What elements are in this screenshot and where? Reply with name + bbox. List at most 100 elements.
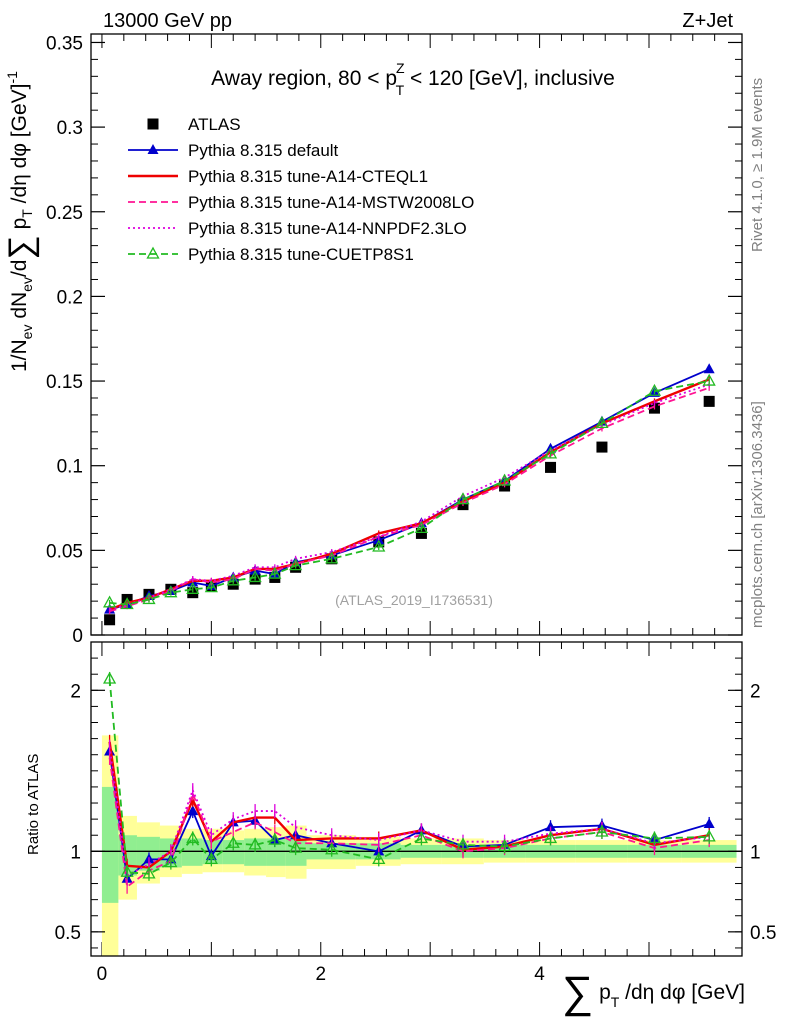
main-point [103,595,117,608]
main-point [545,461,557,473]
ratio-point [248,837,262,850]
ratio-point [204,852,218,865]
main-point [226,573,240,586]
main-point [595,416,609,429]
ratio-y-axis-title: Ratio to ATLAS [25,754,42,855]
main-y-tick-label: 0.3 [57,118,83,139]
main-y-tick-label: 0.35 [46,33,83,54]
legend-item: Pythia 8.315 tune-A14-NNPDF2.3LO [128,219,467,238]
main-series-line [109,368,710,611]
legend-item: Pythia 8.315 default [128,141,339,160]
legend: ATLAS Pythia 8.315 default Pythia 8.315 tu… [128,115,474,264]
legend-item: ATLAS [147,115,241,134]
ratio-y-tick-label: 2 [70,681,81,702]
ratio-y-tick-label-right: 0.5 [750,923,776,944]
ratio-green-band [266,838,286,866]
main-series-line [109,383,710,611]
analysis-watermark: (ATLAS_2019_I1736531) [335,592,493,608]
ratio-point [103,671,117,684]
main-y-axis-title: 1/Nev dNev/d∑ pT /dη dφ [GeV]-1 [2,71,40,372]
rivet-version-label: Rivet 4.1.0, ≥ 1.9M events [749,78,766,252]
main-point [268,566,282,579]
ratio-point [186,831,200,844]
main-point [325,551,339,564]
main-point [186,581,200,594]
legend-label: Pythia 8.315 default [188,141,339,160]
ratio-point [187,805,199,816]
ratio-point [120,864,134,877]
ratio-point [372,852,386,865]
main-y-tick-label: 0.2 [57,287,83,308]
main-point [647,383,662,396]
ratio-y-tick-label: 1 [70,842,81,863]
ratio-point [142,866,156,879]
main-point [204,580,218,593]
ratio-y-tick-label-right: 1 [750,842,761,863]
ratio-point [456,837,470,850]
main-y-tick-label: 0.25 [46,203,83,224]
ratio-point [497,839,512,852]
main-point [596,441,608,453]
ratio-y-tick-label: 0.5 [55,923,81,944]
ratio-point [595,824,609,837]
main-series-pythia-8-315-default [104,363,715,614]
process-label: Z+Jet [682,10,733,32]
main-point [248,570,262,583]
main-point [372,539,386,552]
legend-item: Pythia 8.315 tune-CUETP8S1 [128,245,414,264]
main-series-pythia-8-315-tune-cuetp8s1 [103,373,716,610]
main-point [497,473,512,486]
x-tick-label: 2 [315,964,326,985]
main-point [543,446,558,459]
ratio-point [543,831,558,844]
ratio-point [164,855,178,868]
main-point [703,395,715,407]
ratio-point [414,831,429,844]
main-point [703,363,715,374]
ratio-y-tick-label-right: 2 [750,681,761,702]
ratio-point [703,817,715,828]
ratio-green-band [101,786,119,903]
ratio-point [545,821,557,832]
main-plot-title: Away region, 80 < pZ T < 120 [GeV], inclu… [211,60,615,98]
legend-marker [147,144,159,154]
x-tick-label: 4 [534,964,545,985]
main-y-tick-label: 0.1 [57,457,83,478]
main-point [456,492,470,505]
ratio-point [325,842,339,855]
ratio-point [268,832,282,845]
main-series-line [109,380,710,606]
legend-marker [146,246,160,259]
ratio-frame [90,641,743,957]
mcplots-label: mcplots.cern.ch [arXiv:1306.3436] [749,401,766,628]
main-y-tick-label: 0 [72,626,83,647]
main-series-line [109,378,710,611]
main-series-line [109,386,710,613]
legend-marker [147,118,159,130]
main-point [415,527,427,539]
main-point [164,585,178,598]
main-point [414,520,429,533]
x-tick-label: 0 [97,964,108,985]
main-point [104,614,116,626]
main-y-tick-label: 0.15 [46,372,83,393]
main-point [702,373,716,386]
main-point [120,597,134,610]
x-axis-title: ∑ pT /dη dφ [GeV] [562,968,745,1017]
legend-item: Pythia 8.315 tune-A14-MSTW2008LO [128,193,474,212]
legend-label: Pythia 8.315 tune-CUETP8S1 [188,245,414,264]
legend-label: Pythia 8.315 tune-A14-MSTW2008LO [188,193,474,212]
main-series-atlas [104,395,715,626]
main-point [289,558,303,571]
legend-label: Pythia 8.315 tune-A14-CTEQL1 [188,167,428,186]
legend-item: Pythia 8.315 tune-A14-CTEQL1 [128,167,428,186]
main-point [142,592,156,605]
collision-energy-label: 13000 GeV pp [103,10,232,32]
ratio-series-pythia-8-315-tune-cuetp8s1 [103,671,716,881]
ratio-point [289,840,303,853]
legend-label: ATLAS [188,115,241,134]
ratio-point [647,831,662,844]
ratio-point [702,829,716,842]
ratio-point [226,835,240,848]
